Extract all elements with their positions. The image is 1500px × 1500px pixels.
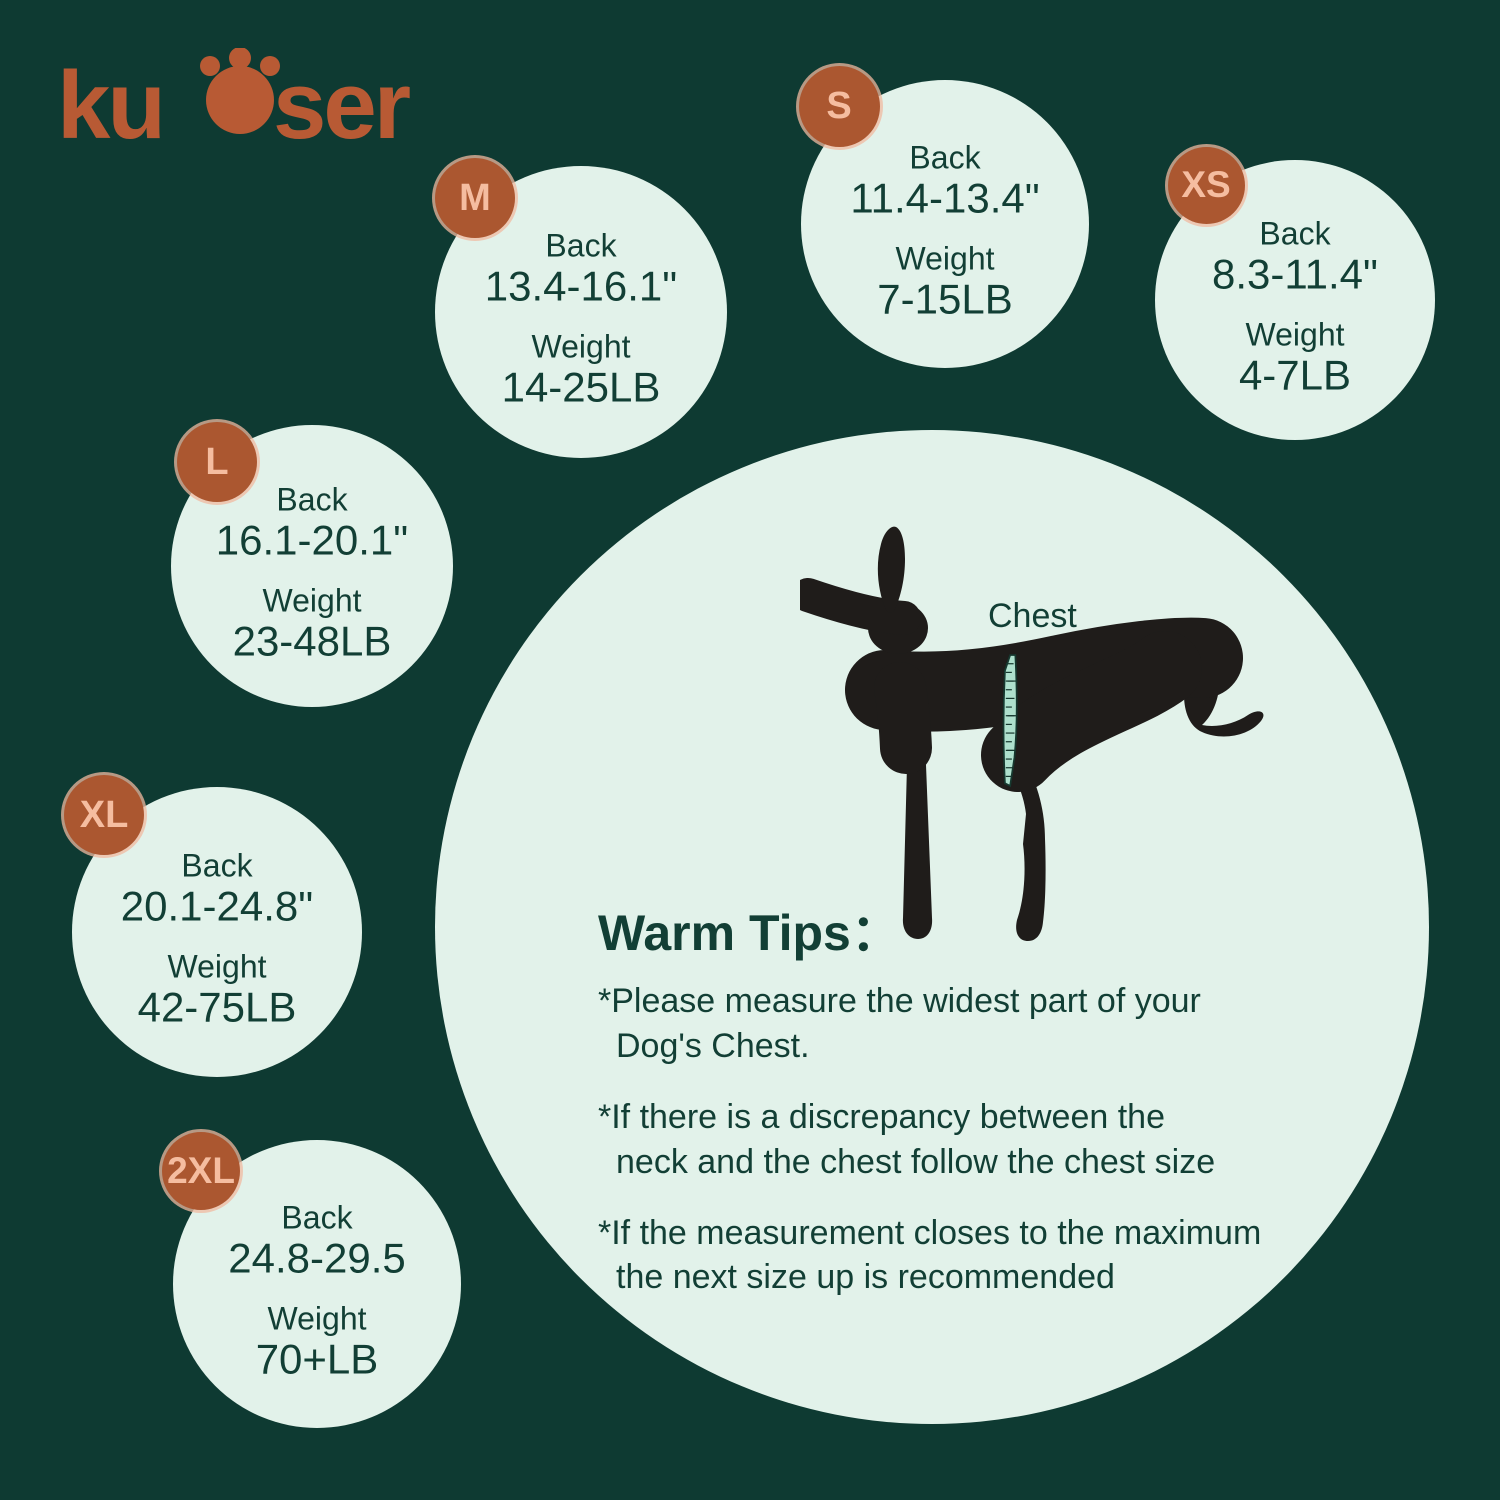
svg-text:ser: ser (273, 52, 410, 158)
svg-text:ku: ku (57, 52, 163, 158)
